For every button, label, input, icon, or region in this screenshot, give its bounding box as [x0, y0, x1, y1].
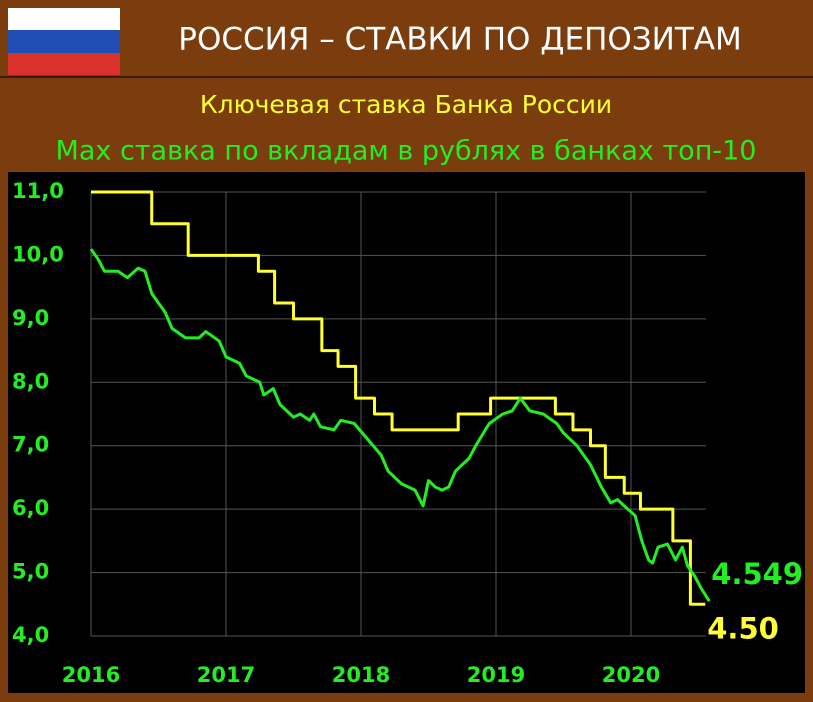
x-tick-label: 2017 [197, 663, 255, 687]
legend-entry: Max ставка по вкладам в рублях в банках … [56, 136, 757, 167]
chart-title: РОССИЯ – СТАВКИ ПО ДЕПОЗИТАМ [178, 22, 741, 58]
end-label: 4.50 [707, 611, 779, 645]
flag-red [8, 53, 120, 75]
x-tick-label: 2019 [467, 663, 525, 687]
flag-white [8, 8, 120, 30]
flag-blue [8, 30, 120, 53]
x-tick-label: 2016 [62, 663, 120, 687]
y-tick-label: 8,0 [12, 369, 49, 393]
series-line [91, 190, 706, 606]
x-tick-label: 2020 [602, 663, 660, 687]
y-tick-label: 10,0 [12, 242, 64, 266]
y-tick-label: 9,0 [12, 306, 49, 330]
flag [8, 8, 120, 75]
end-label: 4.549 [711, 557, 803, 591]
y-tick-label: 7,0 [12, 433, 49, 457]
x-tick-label: 2018 [332, 663, 390, 687]
series-line [89, 248, 711, 602]
y-tick-label: 6,0 [12, 496, 49, 520]
legend-entry: Ключевая ставка Банка России [200, 90, 612, 119]
y-tick-label: 5,0 [12, 560, 49, 584]
y-tick-label: 4,0 [12, 623, 49, 647]
y-tick-label: 11,0 [12, 179, 64, 203]
plot-area [8, 172, 805, 693]
